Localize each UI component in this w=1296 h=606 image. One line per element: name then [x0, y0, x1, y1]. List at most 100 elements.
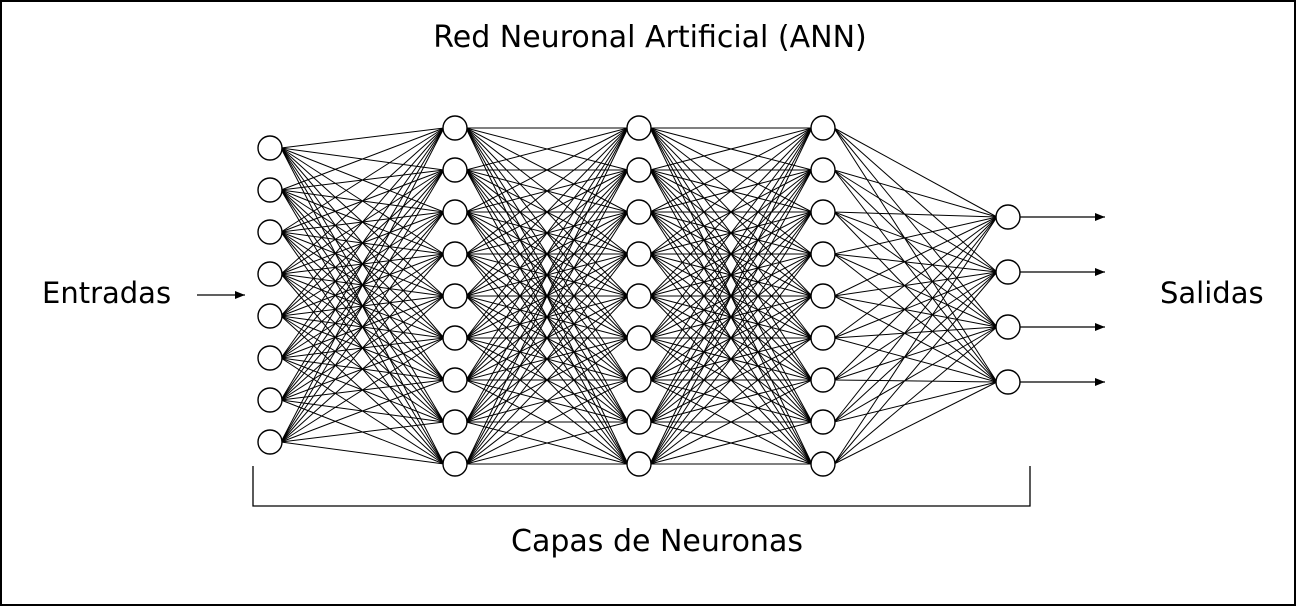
connection-line	[833, 379, 998, 383]
connection-line	[833, 326, 998, 381]
connection-line	[280, 127, 445, 149]
neuron-layer-4-5	[810, 283, 836, 309]
neuron-layer-5-2	[995, 259, 1021, 285]
connection-line	[833, 211, 998, 218]
connection-line	[833, 381, 998, 423]
neuron-layer-3-1	[626, 115, 652, 141]
connection-line	[280, 441, 445, 465]
connection-line	[833, 216, 998, 255]
neuron-layer-3-4	[626, 241, 652, 267]
neuron-layer-5-3	[995, 314, 1021, 340]
connection-line	[833, 271, 998, 297]
connection-line	[833, 295, 998, 383]
neuron-layer-1-4	[257, 261, 283, 287]
neuron-layer-3-5	[626, 283, 652, 309]
connection-line	[833, 211, 998, 273]
neuron-layer-2-1	[442, 115, 468, 141]
outputs-label: Salidas	[1160, 276, 1264, 310]
connection-line	[465, 379, 629, 465]
connection-line	[649, 337, 813, 465]
connection-line	[280, 379, 445, 443]
neuron-layer-3-6	[626, 325, 652, 351]
neuron-layer-5-4	[995, 369, 1021, 395]
connection-line	[833, 326, 998, 339]
connection-line	[833, 326, 998, 423]
connection-line	[280, 169, 445, 443]
neuron-layer-1-7	[257, 387, 283, 413]
connection-line	[649, 421, 813, 465]
connection-line	[280, 127, 445, 233]
connection-line	[833, 253, 998, 273]
connection-line	[833, 271, 998, 423]
connection-line	[649, 127, 813, 381]
connection-line	[833, 127, 998, 383]
connection-line	[833, 253, 998, 383]
connection-line	[280, 211, 445, 443]
connection-line	[465, 421, 629, 465]
neuron-layer-4-4	[810, 241, 836, 267]
connection-line	[465, 211, 629, 465]
connection-line	[833, 216, 998, 381]
connection-line	[465, 127, 629, 381]
connection-line	[465, 127, 629, 465]
connection-line	[833, 216, 998, 465]
neuron-layer-2-5	[442, 283, 468, 309]
connection-line	[465, 337, 629, 465]
neuron-layer-1-1	[257, 135, 283, 161]
neuron-layer-2-4	[442, 241, 468, 267]
neuron-layer-4-2	[810, 157, 836, 183]
connection-line	[280, 127, 445, 443]
connection-line	[833, 127, 998, 273]
connection-line	[649, 379, 813, 465]
neuron-layer-1-3	[257, 219, 283, 245]
connection-line	[833, 337, 998, 383]
neuron-layer-1-2	[257, 177, 283, 203]
connection-line	[465, 127, 629, 255]
connections	[280, 127, 998, 465]
connection-line	[280, 127, 445, 317]
connection-line	[833, 271, 998, 381]
connection-line	[465, 127, 629, 339]
neurons	[257, 115, 1021, 477]
connection-line	[833, 216, 998, 339]
connection-line	[280, 127, 445, 401]
connection-line	[649, 127, 813, 213]
connection-line	[649, 127, 813, 339]
connection-line	[649, 127, 813, 465]
connection-line	[649, 127, 813, 423]
neuron-layer-4-6	[810, 325, 836, 351]
connection-line	[833, 216, 998, 423]
connection-line	[833, 169, 998, 273]
neuron-layer-1-6	[257, 345, 283, 371]
connection-line	[649, 127, 813, 171]
layers-label: Capas de Neuronas	[511, 524, 803, 559]
connection-line	[833, 169, 998, 383]
inputs-label: Entradas	[42, 276, 172, 310]
neuron-layer-4-9	[810, 451, 836, 477]
connection-line	[833, 295, 998, 328]
neuron-layer-3-7	[626, 367, 652, 393]
connection-line	[833, 169, 998, 218]
neuron-layer-3-8	[626, 409, 652, 435]
neuron-layer-4-8	[810, 409, 836, 435]
neuron-layer-2-3	[442, 199, 468, 225]
connection-line	[280, 127, 445, 359]
connection-line	[280, 253, 445, 443]
connection-line	[833, 216, 998, 297]
connection-line	[833, 381, 998, 465]
connection-line	[833, 127, 998, 328]
connection-line	[280, 127, 445, 275]
connection-line	[649, 295, 813, 465]
connection-line	[649, 253, 813, 465]
neuron-layer-4-7	[810, 367, 836, 393]
layers-bracket	[252, 466, 1031, 507]
neuron-layer-4-3	[810, 199, 836, 225]
connection-line	[465, 253, 629, 465]
connection-line	[465, 127, 629, 297]
connection-line	[833, 326, 998, 465]
connection-line	[465, 127, 629, 171]
neuron-layer-2-2	[442, 157, 468, 183]
connection-line	[833, 271, 998, 465]
neuron-layer-3-9	[626, 451, 652, 477]
